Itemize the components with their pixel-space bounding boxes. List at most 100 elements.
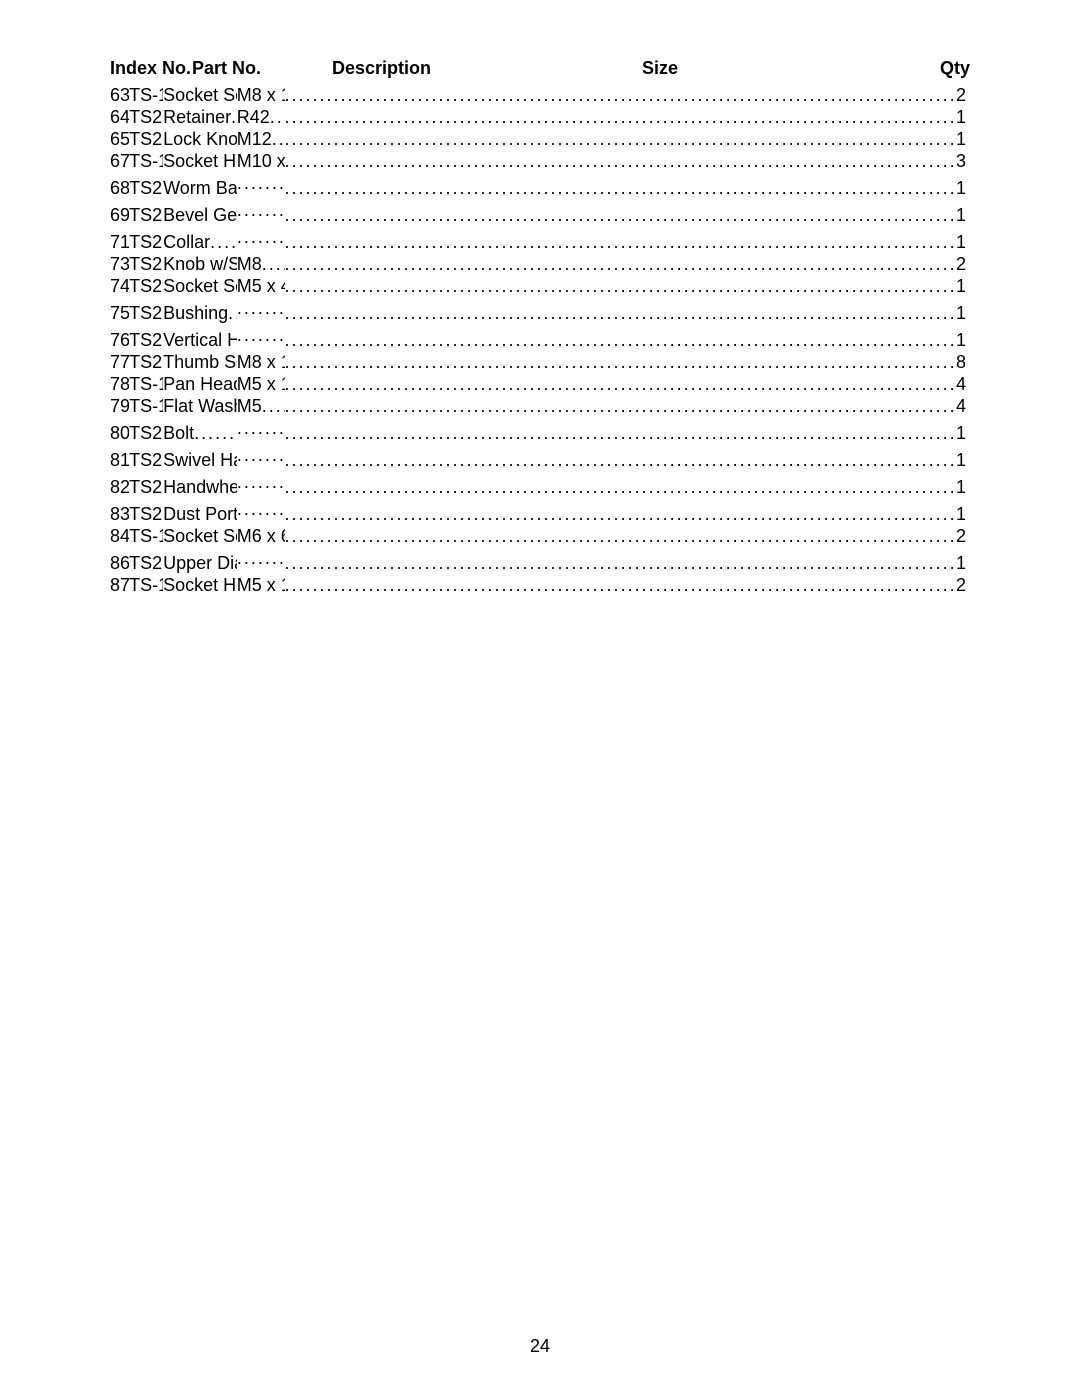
qty-block: 8	[954, 352, 970, 373]
size-block: ........................................…	[237, 418, 285, 439]
cell-index: 80	[110, 423, 129, 444]
header-description: Description	[332, 58, 642, 79]
part-block: TS29-040................................…	[129, 107, 163, 128]
cell-description: Socket Set Screw	[163, 276, 237, 297]
index-block: 63......................................…	[110, 85, 129, 106]
cell-size: M5	[237, 396, 262, 417]
leader-dots: ........................................…	[228, 303, 237, 324]
size-block: ........................................…	[237, 173, 285, 194]
part-block: TS29-048................................…	[129, 352, 163, 373]
index-block: 65......................................…	[110, 129, 129, 150]
cell-description: Socket Head Cap Screw	[163, 151, 237, 172]
leader-dots: ........................................…	[285, 85, 954, 106]
leader-dots: ........................................…	[285, 254, 954, 275]
leader-dots: ........................................…	[237, 200, 285, 221]
cell-index: 83	[110, 504, 129, 525]
description-block: Collar..................................…	[163, 232, 237, 253]
leader-dots: ........................................…	[285, 423, 954, 444]
qty-block: 4	[954, 374, 970, 395]
leader-dots: ........................................…	[285, 178, 954, 199]
leader-dots: ........................................…	[285, 374, 954, 395]
size-block: M12 ....................................…	[237, 129, 285, 150]
cell-qty: 1	[954, 423, 966, 444]
cell-part: TS-1524041	[129, 85, 163, 106]
cell-part: TS-1523011	[129, 526, 163, 547]
qty-block: 4	[954, 396, 970, 417]
cell-part: TS29-196	[129, 276, 163, 297]
cell-index: 67	[110, 151, 129, 172]
cell-part: TS29-053	[129, 553, 163, 574]
leader-dots: ........................................…	[237, 548, 285, 569]
cell-description: Dust Port	[163, 504, 237, 525]
cell-index: 74	[110, 276, 129, 297]
cell-part: TS-1550031	[129, 396, 163, 417]
qty-block: 1	[954, 477, 970, 498]
leader-dots: ........................................…	[210, 232, 237, 253]
cell-size: M5 x 12	[237, 575, 285, 596]
description-block: Vertical Hex Post.......................…	[163, 330, 237, 351]
cell-qty: 1	[954, 450, 966, 471]
cell-index: 84	[110, 526, 129, 547]
cell-size: M5 x 12	[237, 374, 285, 395]
cell-description: Knob w/Stud	[163, 254, 237, 275]
header-part: Part No.	[192, 58, 332, 79]
cell-qty: 2	[954, 575, 966, 596]
leader-dots: ........................................…	[285, 450, 954, 471]
cell-description: Thumb Screw	[163, 352, 237, 373]
index-block: 68......................................…	[110, 178, 129, 199]
cell-index: 64	[110, 107, 129, 128]
part-block: TS29-051................................…	[129, 477, 163, 498]
cell-qty: 1	[954, 330, 966, 351]
index-block: 69......................................…	[110, 205, 129, 226]
leader-dots: ........................................…	[285, 276, 954, 297]
index-block: 82......................................…	[110, 477, 129, 498]
size-block: M8 x 16 ................................…	[237, 85, 285, 106]
cell-size: M10 x 30	[237, 151, 285, 172]
cell-size: M5 x 4	[237, 276, 285, 297]
leader-dots: ........................................…	[285, 526, 954, 547]
cell-qty: 1	[954, 303, 966, 324]
size-block: M8 .....................................…	[237, 254, 285, 275]
cell-description: Upper Dial Indicator	[163, 553, 237, 574]
header-qty: Qty	[930, 58, 970, 79]
cell-qty: 4	[954, 374, 966, 395]
size-block: M8 x 17 ................................…	[237, 352, 285, 373]
index-block: 74......................................…	[110, 276, 129, 297]
cell-qty: 1	[954, 178, 966, 199]
leader-dots: ........................................…	[237, 298, 285, 319]
cell-part: TS29-049	[129, 423, 163, 444]
cell-qty: 8	[954, 352, 966, 373]
cell-index: 86	[110, 553, 129, 574]
leader-dots: ........................................…	[285, 129, 954, 150]
table-row: 81......................................…	[110, 445, 970, 471]
qty-block: 1	[954, 504, 970, 525]
qty-block: 1	[954, 205, 970, 226]
description-block: Swivel Handle...........................…	[163, 450, 237, 471]
leader-dots: ........................................…	[285, 303, 954, 324]
cell-qty: 2	[954, 85, 966, 106]
cell-description: Flat Washer	[163, 396, 237, 417]
leader-dots: ........................................…	[285, 477, 954, 498]
leader-dots: ........................................…	[262, 254, 285, 275]
part-block: TS-1550031..............................…	[129, 396, 163, 417]
leader-dots: ........................................…	[237, 227, 285, 248]
size-block: ........................................…	[237, 548, 285, 569]
qty-block: 1	[954, 330, 970, 351]
leader-dots: ........................................…	[285, 107, 954, 128]
size-block: ........................................…	[237, 325, 285, 346]
cell-index: 81	[110, 450, 129, 471]
index-block: 79......................................…	[110, 396, 129, 417]
cell-qty: 3	[954, 151, 966, 172]
index-block: 64......................................…	[110, 107, 129, 128]
part-block: TS29-041................................…	[129, 129, 163, 150]
cell-index: 78	[110, 374, 129, 395]
cell-index: 76	[110, 330, 129, 351]
part-block: TS-1524041..............................…	[129, 85, 163, 106]
index-block: 75......................................…	[110, 303, 129, 324]
description-block: Handwheel...............................…	[163, 477, 237, 498]
cell-qty: 2	[954, 254, 966, 275]
index-block: 77......................................…	[110, 352, 129, 373]
index-block: 80......................................…	[110, 423, 129, 444]
qty-block: 1	[954, 553, 970, 574]
table-header-row: Index No. Part No. Description Size Qty	[110, 58, 970, 79]
